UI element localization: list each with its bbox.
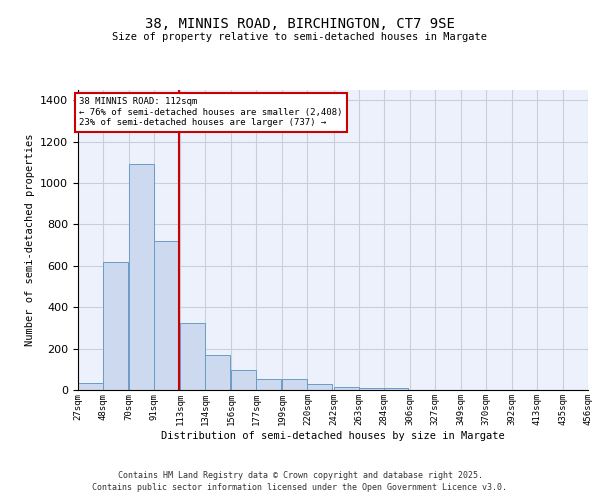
Text: Size of property relative to semi-detached houses in Margate: Size of property relative to semi-detach… — [113, 32, 487, 42]
Bar — [205, 355, 230, 390]
Text: Contains HM Land Registry data © Crown copyright and database right 2025.: Contains HM Land Registry data © Crown c… — [118, 471, 482, 480]
Bar — [334, 387, 359, 390]
Bar — [383, 388, 409, 390]
Text: 38 MINNIS ROAD: 112sqm
← 76% of semi-detached houses are smaller (2,408)
23% of : 38 MINNIS ROAD: 112sqm ← 76% of semi-det… — [79, 97, 343, 127]
Bar — [256, 378, 281, 390]
Bar — [180, 323, 205, 390]
Text: Contains public sector information licensed under the Open Government Licence v3: Contains public sector information licen… — [92, 484, 508, 492]
Bar — [283, 378, 307, 390]
Bar — [232, 370, 256, 390]
X-axis label: Distribution of semi-detached houses by size in Margate: Distribution of semi-detached houses by … — [161, 430, 505, 440]
Text: 38, MINNIS ROAD, BIRCHINGTON, CT7 9SE: 38, MINNIS ROAD, BIRCHINGTON, CT7 9SE — [145, 18, 455, 32]
Bar — [307, 384, 332, 390]
Bar — [359, 388, 383, 390]
Bar — [103, 262, 128, 390]
Bar — [154, 241, 179, 390]
Bar — [129, 164, 154, 390]
Bar — [78, 383, 103, 390]
Y-axis label: Number of semi-detached properties: Number of semi-detached properties — [25, 134, 35, 346]
